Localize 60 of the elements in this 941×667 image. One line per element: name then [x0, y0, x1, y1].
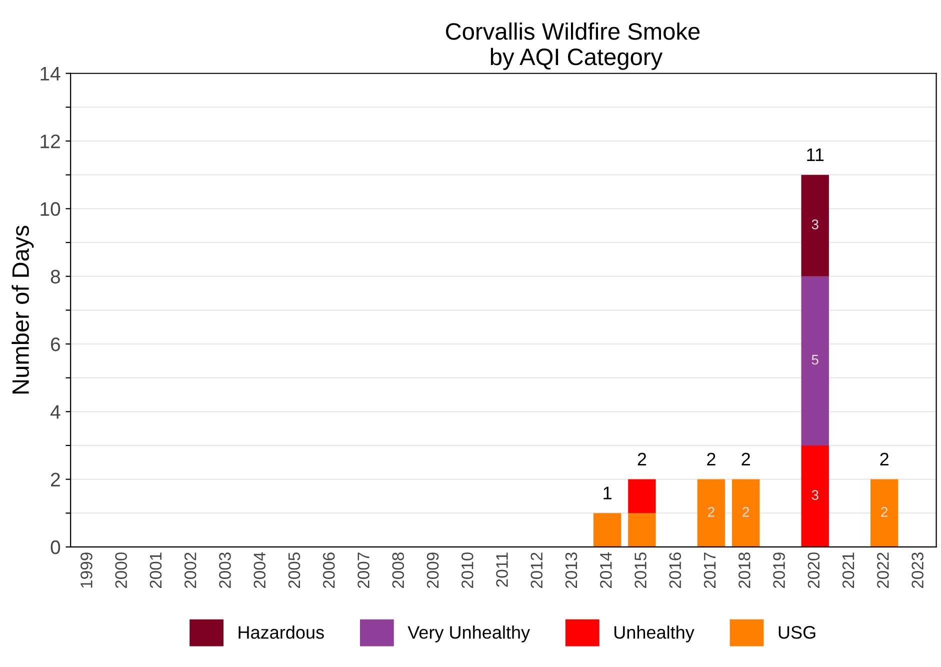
total-label: 1 — [604, 486, 612, 500]
total-label: 11 — [807, 148, 824, 161]
x-tick-label: 2023 — [912, 552, 924, 588]
x-tick-label: 2004 — [254, 552, 266, 588]
data-label: 2 — [742, 507, 749, 517]
total-label: 2 — [707, 452, 716, 466]
x-tick-label: 2009 — [426, 552, 439, 588]
bar — [801, 276, 829, 446]
y-tick-label: 8 — [50, 270, 60, 284]
x-tick-label: 2022 — [877, 552, 889, 588]
y-tick-label: 6 — [51, 337, 60, 352]
y-tick-label: 0 — [50, 540, 60, 554]
total-label: 2 — [742, 452, 750, 466]
x-tick-label: 2021 — [842, 552, 854, 588]
data-label: 3 — [812, 490, 818, 500]
y-tick-label: 2 — [51, 472, 60, 486]
chart-title: Corvallis Wildfire Smoke by AQI Category — [446, 22, 700, 70]
x-tick-label: 2016 — [669, 552, 682, 588]
x-tick-label: 2014 — [600, 552, 612, 588]
legend-label: USG — [778, 626, 816, 639]
x-tick-label: 2006 — [322, 552, 335, 588]
y-axis-title: Number of Days — [12, 226, 34, 394]
data-label: 5 — [812, 354, 818, 365]
y-tick-label: 14 — [40, 67, 60, 80]
x-tick-label: 2017 — [704, 552, 716, 588]
legend-label: Hazardous — [238, 626, 324, 639]
x-tick-label: 2008 — [392, 552, 404, 588]
data-label: 2 — [708, 507, 714, 517]
y-tick-label: 4 — [50, 405, 60, 419]
legend-label: Very Unhealthy — [408, 626, 530, 642]
bar — [593, 513, 622, 547]
x-tick-label: 2007 — [358, 552, 370, 588]
x-tick-label: 2000 — [115, 552, 127, 588]
x-tick-label: 2002 — [184, 552, 196, 588]
x-tick-label: 2018 — [738, 552, 750, 588]
x-tick-label: 2005 — [288, 552, 300, 588]
x-tick-label: 2010 — [461, 552, 474, 588]
data-label: 3 — [812, 219, 818, 230]
bar — [732, 479, 760, 547]
x-tick-label: 1999 — [80, 552, 92, 588]
x-tick-label: 2001 — [150, 552, 162, 588]
total-label: 2 — [880, 452, 888, 466]
y-tick-label: 10 — [40, 202, 60, 216]
x-tick-label: 2003 — [219, 552, 231, 588]
bar — [801, 174, 829, 276]
x-tick-label: 2012 — [530, 552, 543, 588]
bar — [801, 445, 829, 547]
x-tick-label: 2020 — [808, 552, 820, 588]
x-tick-label: 2013 — [565, 552, 578, 588]
bar — [628, 479, 656, 514]
bar — [870, 479, 898, 547]
legend-label: Unhealthy — [614, 626, 694, 642]
data-label: 2 — [881, 507, 888, 517]
y-tick-label: 12 — [40, 134, 60, 148]
x-tick-label: 2015 — [634, 552, 646, 588]
x-tick-label: 2011 — [496, 552, 508, 587]
x-tick-label: 2019 — [773, 552, 785, 588]
total-label: 2 — [638, 452, 646, 466]
bar — [628, 513, 656, 547]
bar — [697, 479, 726, 547]
